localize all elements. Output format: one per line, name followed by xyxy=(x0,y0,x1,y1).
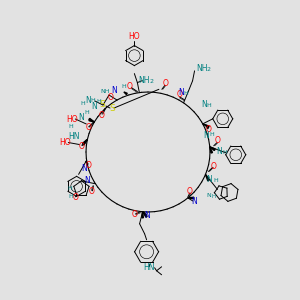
Text: O: O xyxy=(126,82,132,91)
Text: O: O xyxy=(215,136,221,145)
Text: H: H xyxy=(84,110,89,115)
Text: H: H xyxy=(81,100,85,106)
Text: N: N xyxy=(201,100,207,109)
Text: N: N xyxy=(85,176,90,185)
Polygon shape xyxy=(89,119,94,122)
Text: HN: HN xyxy=(69,132,80,141)
Text: N: N xyxy=(82,164,88,173)
Text: O: O xyxy=(78,142,84,151)
Text: N: N xyxy=(145,211,151,220)
Text: H: H xyxy=(206,103,211,108)
Text: O: O xyxy=(132,210,137,219)
Text: HO: HO xyxy=(67,115,78,124)
Text: H: H xyxy=(96,99,101,103)
Text: O: O xyxy=(73,193,78,202)
Text: N: N xyxy=(178,88,184,97)
Text: O: O xyxy=(108,92,114,101)
Text: O: O xyxy=(86,161,92,170)
Polygon shape xyxy=(188,197,194,199)
Text: O: O xyxy=(177,90,182,99)
Text: H: H xyxy=(222,150,227,155)
Text: S: S xyxy=(109,103,115,112)
Text: H: H xyxy=(209,132,214,137)
Text: N: N xyxy=(85,95,91,104)
Text: S: S xyxy=(99,100,105,109)
Text: HO: HO xyxy=(59,138,71,147)
Text: NH: NH xyxy=(196,64,207,74)
Polygon shape xyxy=(83,140,87,144)
Polygon shape xyxy=(210,147,212,153)
Text: NH: NH xyxy=(100,88,110,94)
Text: H: H xyxy=(212,194,215,199)
Text: O: O xyxy=(187,188,193,196)
Text: O: O xyxy=(211,162,216,171)
Text: N: N xyxy=(91,102,97,111)
Text: H: H xyxy=(184,91,189,96)
Polygon shape xyxy=(210,147,215,151)
Text: N: N xyxy=(207,175,212,184)
Polygon shape xyxy=(142,212,147,217)
Text: N: N xyxy=(111,86,117,95)
Text: H: H xyxy=(68,124,73,128)
Text: O: O xyxy=(88,187,94,196)
Text: N: N xyxy=(203,131,208,140)
Text: HO: HO xyxy=(129,32,140,41)
Polygon shape xyxy=(83,140,87,145)
Text: H: H xyxy=(213,178,218,183)
Polygon shape xyxy=(142,212,143,218)
Text: H: H xyxy=(122,84,126,89)
Text: N: N xyxy=(191,197,197,206)
Text: O: O xyxy=(206,125,212,134)
Text: O: O xyxy=(85,124,91,133)
Text: N: N xyxy=(78,113,84,122)
Text: O: O xyxy=(163,79,169,88)
Polygon shape xyxy=(203,124,209,128)
Text: H: H xyxy=(67,186,72,191)
Polygon shape xyxy=(206,175,209,181)
Text: HN: HN xyxy=(143,263,154,272)
Text: 2: 2 xyxy=(207,68,211,72)
Text: 2: 2 xyxy=(149,79,153,84)
Text: H: H xyxy=(91,98,95,103)
Text: NH: NH xyxy=(139,76,150,85)
Text: N: N xyxy=(206,193,211,198)
Polygon shape xyxy=(124,92,127,94)
Text: O: O xyxy=(99,111,105,120)
Polygon shape xyxy=(89,118,94,122)
Text: N: N xyxy=(216,147,222,156)
Text: H: H xyxy=(68,194,73,199)
